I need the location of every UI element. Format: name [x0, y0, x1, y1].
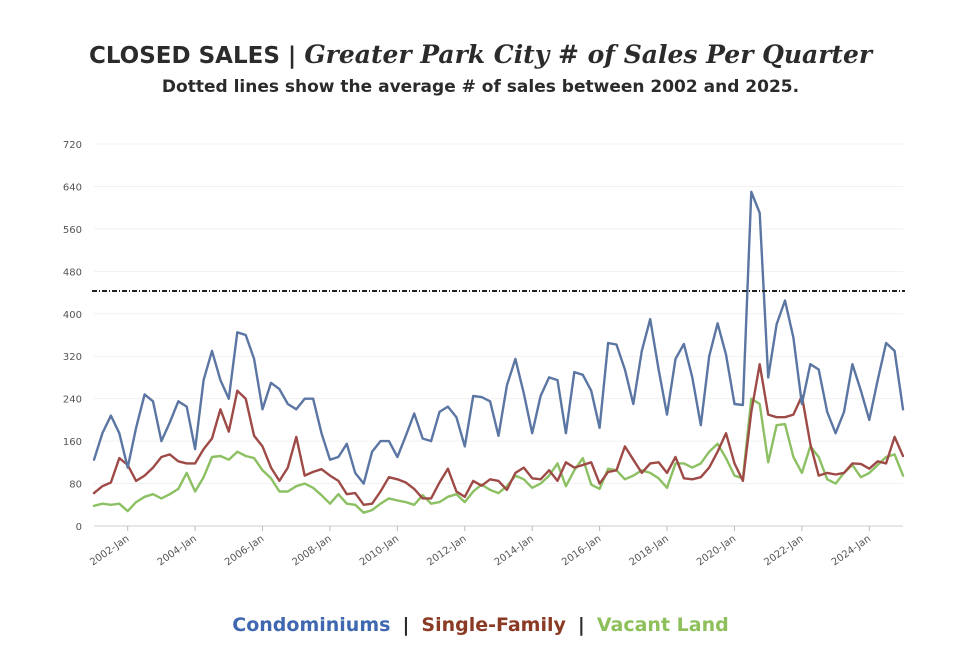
line-chart: 0 80 160 240 320 400 480 560 640 720 2002-Jan 2004… [63, 140, 905, 568]
x-tick-label: 2014-Jan [493, 533, 536, 568]
title-main: CLOSED SALES [88, 43, 280, 69]
y-tick-label: 640 [63, 182, 82, 193]
chart-title: CLOSED SALES | Greater Park City # of Sale… [0, 40, 961, 73]
grid [94, 143, 903, 527]
y-tick-label: 0 [76, 522, 82, 533]
x-tick-label: 2008-Jan [290, 533, 333, 568]
x-tick-label: 2022-Jan [762, 533, 805, 568]
y-tick-label: 560 [63, 225, 82, 236]
x-tick-label: 2016-Jan [560, 533, 603, 568]
series-line-condominiums [92, 190, 905, 485]
x-tick-label: 2020-Jan [695, 533, 738, 568]
x-tick-label: 2012-Jan [425, 533, 468, 568]
x-tick-label: 2006-Jan [223, 533, 266, 568]
legend-vacant-land: Vacant Land [596, 614, 729, 636]
y-tick-label: 480 [63, 267, 82, 278]
legend-condominiums: Condominiums [232, 614, 391, 636]
x-tick-label: 2018-Jan [628, 533, 671, 568]
series-group [92, 190, 905, 514]
x-axis: 2002-Jan 2004-Jan 2006-Jan 2008-Jan 2010-Jan… [88, 526, 873, 568]
x-tick-label: 2002-Jan [88, 533, 131, 568]
chart-subtitle: Dotted lines show the average # of sales… [161, 77, 800, 97]
legend-separator: | [577, 614, 585, 636]
y-tick-label: 320 [63, 352, 82, 363]
x-tick-label: 2024-Jan [830, 533, 873, 568]
title-separator: | [287, 43, 297, 69]
title-subheading: Greater Park City # of Sales Per Quarter [304, 40, 873, 69]
series-line-vacant-land [92, 397, 905, 514]
legend: Condominiums | Single-Family | Vacant Land [0, 614, 961, 636]
y-tick-label: 720 [63, 140, 82, 151]
legend-separator: | [402, 614, 410, 636]
y-tick-label: 80 [69, 480, 82, 491]
legend-single-family: Single-Family [421, 614, 566, 636]
y-axis: 0 80 160 240 320 400 480 560 640 720 [63, 140, 82, 533]
y-tick-label: 160 [63, 437, 82, 448]
y-tick-label: 240 [63, 395, 82, 406]
x-tick-label: 2010-Jan [358, 533, 401, 568]
series-line-single-family [92, 363, 905, 506]
x-tick-label: 2004-Jan [156, 533, 199, 568]
y-tick-label: 400 [63, 310, 82, 321]
